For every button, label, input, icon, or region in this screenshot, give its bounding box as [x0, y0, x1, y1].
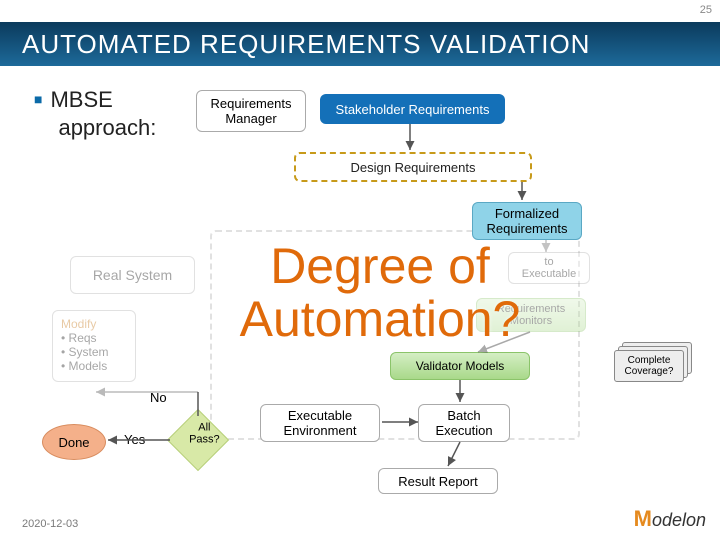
coverage-label: Complete Coverage? [614, 350, 684, 382]
batch-box: Batch Execution [418, 404, 510, 442]
bullet-icon: ■ [34, 91, 42, 107]
req-monitors-box: Requirements Monitors [476, 298, 586, 332]
page-number: 25 [700, 4, 712, 16]
stakeholder-box: Stakeholder Requirements [320, 94, 505, 124]
bullet: ■ MBSE approach: [34, 86, 156, 141]
validator-box: Validator Models [390, 352, 530, 380]
exec-env-box: Executable Environment [260, 404, 380, 442]
to-executable-box: to Executable [508, 252, 590, 284]
bullet-line2: approach: [58, 115, 156, 140]
modify-header: Modify [61, 317, 127, 331]
no-label: No [150, 390, 167, 405]
done-ellipse: Done [42, 424, 106, 460]
result-box: Result Report [378, 468, 498, 494]
title-bar: AUTOMATED REQUIREMENTS VALIDATION [0, 22, 720, 66]
title-text: AUTOMATED REQUIREMENTS VALIDATION [22, 29, 590, 60]
logo-rest: odelon [652, 510, 706, 530]
all-pass-label: All Pass? [183, 422, 225, 446]
modify-box: Modify • Reqs • System • Models [52, 310, 136, 382]
yes-label: Yes [124, 432, 145, 447]
footer-date: 2020-12-03 [22, 518, 78, 530]
modify-i2: • System [61, 345, 127, 359]
slide-root: 25 AUTOMATED REQUIREMENTS VALIDATION ■MB… [0, 0, 720, 540]
formalized-box: Formalized Requirements [472, 202, 582, 240]
req-manager-box: Requirements Manager [196, 90, 306, 132]
logo-m: M [634, 506, 652, 531]
real-system-box: Real System [70, 256, 195, 294]
design-req-box: Design Requirements [294, 152, 532, 182]
bullet-line1: MBSE [50, 87, 112, 112]
modify-i3: • Models [61, 359, 127, 373]
modify-i1: • Reqs [61, 331, 127, 345]
footer-logo: Modelon [634, 506, 706, 532]
